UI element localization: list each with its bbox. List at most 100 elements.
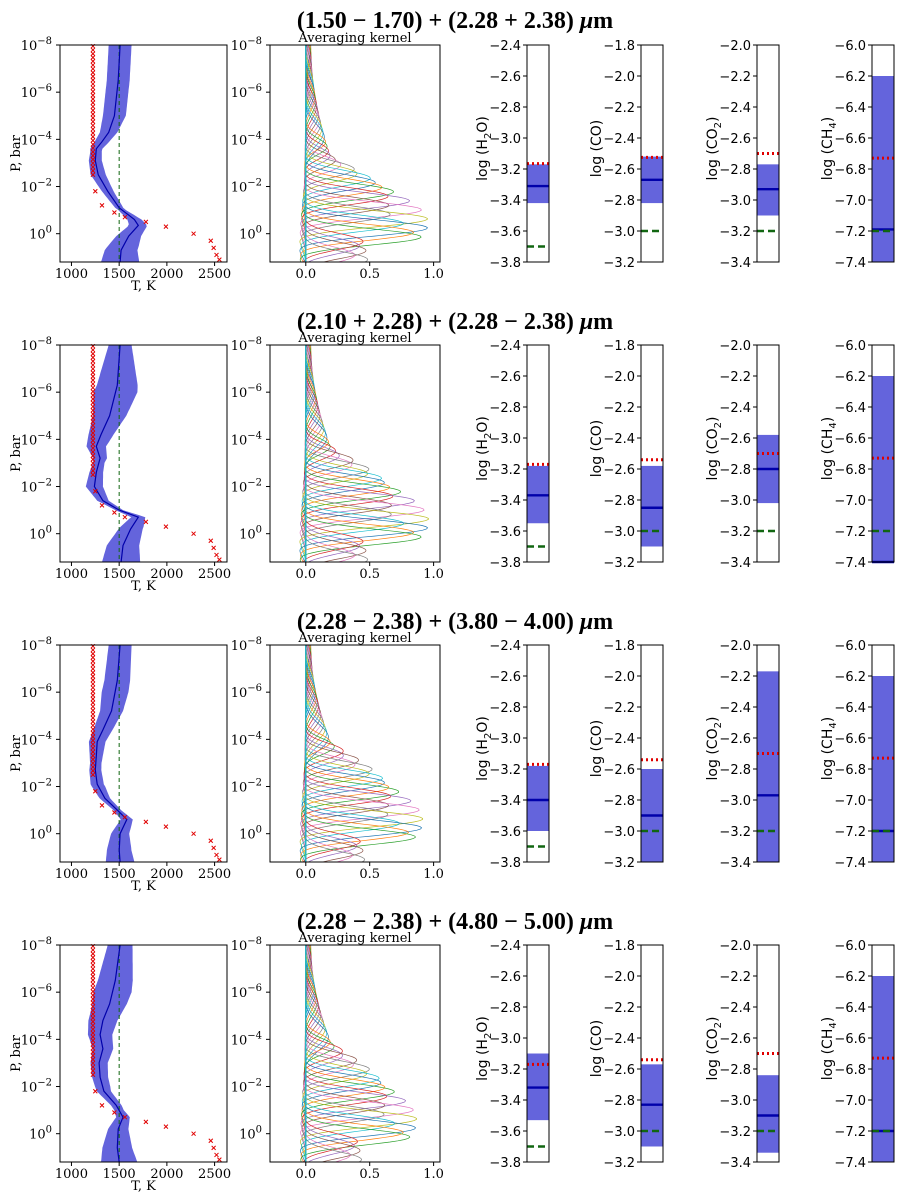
molecule-panel: −2.4 −2.6 −2.8 −3.0 −3.2 −3.4 −3.6 −3.8 log (H2O…	[475, 639, 550, 871]
kernel-y-tick-label-exp: −4	[247, 430, 262, 441]
truth-marker	[90, 741, 96, 747]
molecule-y-tick-label: −2.8	[603, 1094, 635, 1109]
row-title-unit: m	[593, 909, 613, 935]
molecule-frame	[640, 44, 664, 263]
y-tick-label-base: 10	[29, 1128, 46, 1143]
truth-marker	[191, 531, 196, 537]
kernel-y-tick-label-exp: −8	[247, 936, 262, 947]
kernel-frame	[269, 44, 441, 263]
kernel-y-tick-label: 100	[239, 225, 262, 243]
truth-marker	[90, 153, 96, 158]
y-tick-label-exp: −2	[37, 178, 52, 189]
molecule-y-tick-label: −2.6	[719, 732, 751, 747]
molecule-y-tick-label: −7.0	[834, 494, 866, 509]
molecule-y-tick-label: −1.8	[603, 339, 635, 354]
molecule-panel: −2.4 −2.6 −2.8 −3.0 −3.2 −3.4 −3.6 −3.8 log (H2O…	[475, 939, 550, 1171]
truth-marker	[90, 989, 96, 994]
truth-marker	[90, 760, 96, 766]
row-title-main: (2.28 − 2.38) + (4.80 − 5.00)	[297, 909, 580, 935]
molecule-y-tick-label: −3.6	[489, 225, 521, 240]
kernel-curves	[300, 945, 417, 1162]
truth-marker	[90, 996, 96, 1002]
truth-marker	[90, 355, 96, 360]
molecule-y-tick-label: −3.6	[489, 525, 521, 540]
truth-marker	[90, 1026, 96, 1032]
y-tick-label: 10−4	[21, 1030, 52, 1048]
kernel-y-tick-label-exp: −6	[247, 83, 262, 94]
truth-marker	[90, 1034, 96, 1040]
truth-marker	[90, 370, 96, 375]
truth-marker	[90, 362, 96, 368]
kernel-y-tick-label-exp: −6	[247, 383, 262, 394]
molecule-label-main: log (H	[475, 739, 491, 781]
truth-marker	[90, 145, 96, 151]
truth-marker	[217, 257, 222, 262]
molecule-y-tick-label: −7.2	[834, 525, 866, 540]
row-title-main: (1.50 − 1.70) + (2.28 + 2.38)	[297, 8, 580, 34]
truth-marker	[90, 738, 96, 743]
truth-marker	[214, 552, 219, 558]
molecule-y-tick-label: −6.6	[834, 732, 866, 747]
kernel-x-tick-label: 1.0	[423, 267, 444, 282]
y-tick-label: 100	[29, 1125, 52, 1143]
truth-marker	[90, 1049, 96, 1055]
truth-marker	[90, 453, 96, 458]
kernel-y-tick-label-exp: 0	[256, 1125, 262, 1136]
molecule-frame	[871, 644, 895, 863]
truth-marker	[92, 1088, 98, 1094]
y-tick-label-exp: −2	[37, 778, 52, 789]
truth-marker	[90, 374, 96, 379]
y-tick-label-exp: −6	[37, 83, 52, 94]
truth-marker	[122, 1114, 128, 1120]
y-tick-label-exp: −4	[37, 730, 52, 741]
molecule-label-sub: 2	[483, 733, 494, 739]
truth-marker	[90, 119, 96, 125]
molecule-label-tail: )	[820, 417, 836, 422]
retrieved-profile-line	[94, 45, 140, 262]
truth-marker	[90, 160, 96, 166]
x-tick-label: 1000	[55, 867, 88, 882]
uncertainty-band	[87, 945, 138, 1162]
y-tick-label-base: 10	[21, 339, 38, 354]
molecule-y-tick-label: −2.6	[603, 163, 635, 178]
y-tick-label-base: 10	[21, 481, 38, 496]
truth-marker	[90, 753, 96, 758]
truth-marker	[90, 662, 96, 668]
molecule-panel: −6.0 −6.2 −6.4 −6.6 −6.8 −7.0 −7.2 −7.4 log (CH4…	[820, 939, 895, 1171]
truth-marker	[90, 666, 96, 672]
y-tick-label-base: 10	[21, 639, 38, 654]
kernel-x-tick-label: 1.0	[423, 1167, 444, 1182]
y-tick-label: 10−2	[21, 1078, 52, 1096]
kernel-y-tick-label: 10−2	[231, 778, 262, 796]
molecule-panel: −6.0 −6.2 −6.4 −6.6 −6.8 −7.0 −7.2 −7.4 log (CH4…	[820, 639, 895, 871]
y-tick-label: 10−4	[21, 730, 52, 748]
molecule-y-tick-label: −6.4	[834, 1001, 866, 1016]
y-tick-label: 100	[29, 825, 52, 843]
truth-marker	[90, 107, 96, 113]
molecule-band	[872, 976, 894, 1162]
kernel-y-tick-label-base: 10	[231, 133, 248, 148]
molecule-panel: −6.0 −6.2 −6.4 −6.6 −6.8 −7.0 −7.2 −7.4 log (CH4…	[820, 339, 895, 571]
truth-marker	[90, 141, 96, 147]
truth-marker	[90, 104, 96, 109]
truth-marker	[112, 1110, 117, 1115]
row-title-unit: m	[593, 309, 613, 335]
molecule-label: log (CH4)	[820, 417, 839, 480]
truth-marker	[90, 138, 96, 143]
molecule-y-tick-label: −2.4	[719, 101, 751, 116]
row-2: (2.10 + 2.28) + (2.28 − 2.38) μm10−810−6…	[9, 309, 895, 594]
truth-marker	[90, 134, 96, 140]
y-tick-label-base: 10	[21, 986, 38, 1001]
x-tick-label: 1500	[103, 1167, 136, 1182]
truth-marker	[211, 845, 216, 851]
truth-marker	[90, 347, 96, 353]
truth-marker	[90, 658, 96, 664]
truth-marker	[90, 123, 96, 128]
truth-marker	[163, 224, 169, 229]
truth-marker	[90, 723, 96, 728]
kernel-x-tick-label: 1.0	[423, 567, 444, 582]
molecule-y-tick-label: −3.4	[489, 194, 521, 209]
truth-marker	[90, 1064, 96, 1070]
molecule-panel: −2.0 −2.2 −2.4 −2.6 −2.8 −3.0 −3.2 −3.4 log (CO2…	[705, 939, 780, 1171]
uncertainty-band	[85, 345, 146, 562]
